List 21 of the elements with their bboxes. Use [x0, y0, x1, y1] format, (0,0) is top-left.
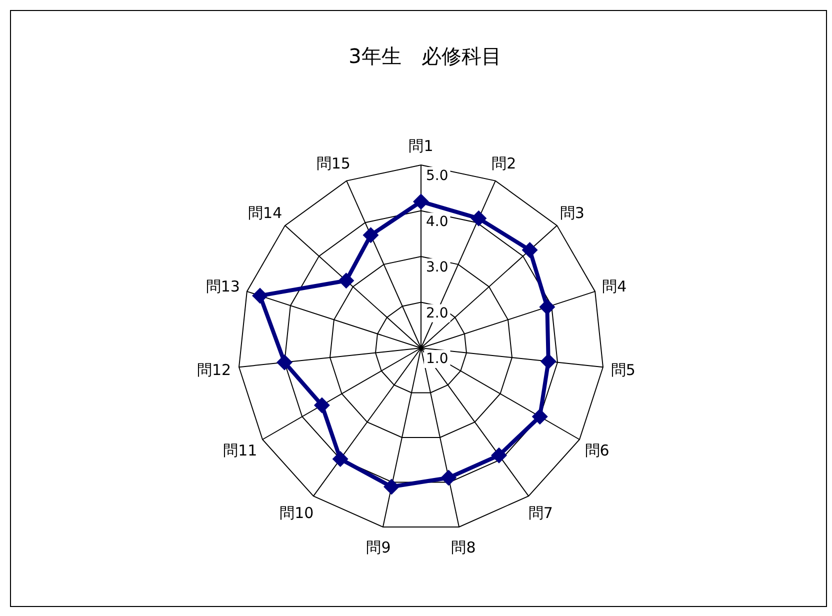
spoke-label: 問3	[560, 204, 584, 222]
y-tick-label: 3.0	[426, 260, 448, 276]
spoke-label: 問12	[197, 361, 232, 380]
y-tick-label: 1.0	[426, 351, 448, 367]
spoke-label: 問5	[610, 361, 636, 380]
spoke-label: 問15	[316, 154, 350, 173]
y-tick-label: 5.0	[426, 168, 448, 184]
spoke-label: 問7	[528, 504, 553, 522]
spoke-label: 問13	[206, 277, 240, 296]
spoke-label: 問1	[408, 137, 434, 155]
y-tick-label: 2.0	[426, 305, 448, 322]
spoke-label: 問8	[451, 538, 476, 557]
spoke-label: 問9	[366, 538, 391, 557]
y-tick-label: 4.0	[426, 214, 448, 230]
spoke-label: 問2	[492, 154, 516, 173]
chart-title: 3年生 必修科目	[348, 44, 502, 68]
spoke-label: 問11	[223, 442, 258, 460]
spoke-label: 問14	[248, 204, 282, 222]
spoke-label: 問4	[602, 277, 627, 296]
spoke-label: 問10	[280, 504, 314, 522]
spoke-label: 問6	[584, 442, 610, 460]
